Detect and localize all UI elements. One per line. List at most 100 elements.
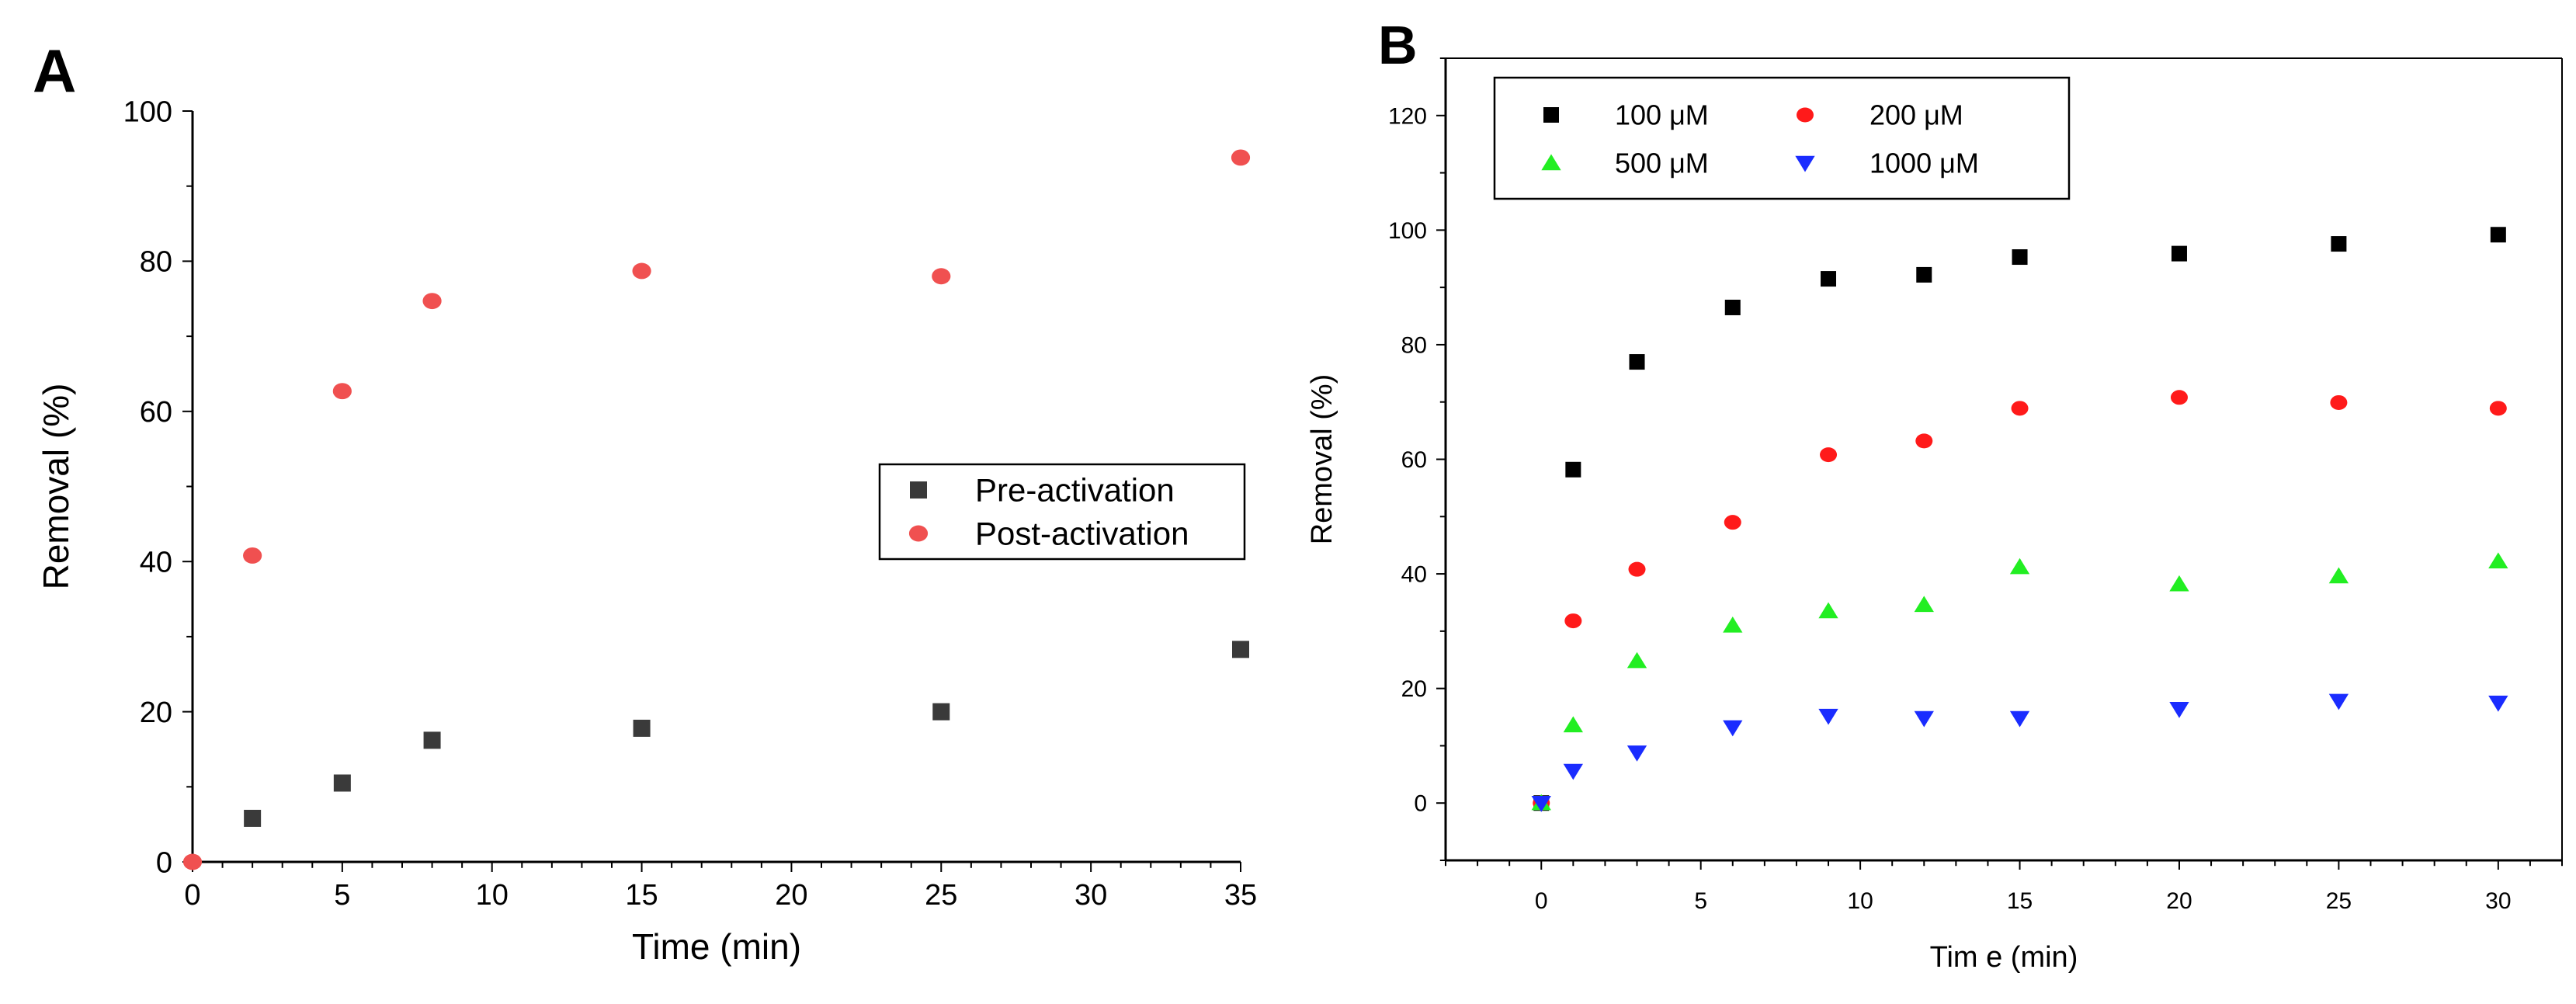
series-4: [1531, 693, 2508, 812]
y-tick-label: 20: [140, 697, 172, 729]
legend-label: Pre-activation: [975, 472, 1175, 509]
y-tick-label: 120: [1388, 103, 1427, 129]
series-3: [1531, 552, 2508, 811]
data-point: [633, 719, 651, 737]
data-point: [2331, 236, 2347, 252]
y-tick-label: 100: [1388, 218, 1427, 244]
data-point: [2328, 567, 2349, 584]
data-point: [1626, 745, 1647, 762]
data-point: [2489, 401, 2507, 416]
data-point: [2488, 552, 2508, 569]
series-2: [1533, 390, 2507, 811]
panel-letter: A: [33, 36, 76, 105]
x-tick-label: 10: [476, 879, 509, 912]
data-point: [1818, 602, 1838, 619]
data-point: [333, 774, 351, 792]
data-point: [1723, 616, 1743, 633]
data-point: [1232, 641, 1249, 658]
y-axis-title: Removal (%): [1306, 374, 1338, 545]
legend-label: 1000 μM: [1870, 148, 1979, 179]
data-point: [2488, 695, 2508, 712]
data-point: [2330, 394, 2348, 410]
y-tick-label: 80: [1401, 332, 1427, 358]
data-point: [1916, 266, 1932, 283]
series-2: [182, 149, 1251, 870]
legend-symbol: [910, 481, 927, 499]
legend-symbol: [908, 525, 929, 542]
data-point: [182, 853, 203, 870]
y-tick-label: 40: [140, 547, 172, 579]
data-point: [244, 809, 262, 827]
x-tick-label: 20: [775, 879, 807, 912]
x-tick-label: 15: [625, 879, 658, 912]
y-axis-title: Removal (%): [36, 384, 76, 590]
y-tick-label: 60: [1401, 447, 1427, 473]
x-tick-label: 20: [2166, 888, 2192, 914]
data-point: [423, 731, 441, 749]
y-tick-label: 0: [1414, 791, 1427, 817]
x-tick-label: 0: [1535, 888, 1548, 914]
y-tick-label: 80: [140, 246, 172, 279]
data-point: [1723, 720, 1743, 737]
data-point: [2169, 702, 2189, 718]
data-point: [1914, 710, 1934, 728]
data-point: [332, 383, 352, 400]
x-tick-label: 25: [925, 879, 957, 912]
series-1: [1533, 227, 2506, 811]
data-point: [1724, 515, 1741, 530]
panel-letter: B: [1378, 15, 1418, 75]
data-point: [1724, 299, 1741, 315]
data-point: [632, 262, 651, 280]
y-tick-label: 20: [1401, 676, 1427, 702]
legend-symbol: [1797, 107, 1814, 123]
legend-label: 200 μM: [1870, 99, 1963, 131]
data-point: [1818, 708, 1838, 725]
data-point: [1563, 716, 1583, 733]
data-point: [2171, 245, 2187, 262]
data-point: [1628, 561, 1646, 577]
data-point: [1563, 763, 1583, 780]
x-axis-title: Time (min): [632, 926, 801, 967]
x-tick-label: 0: [184, 879, 200, 912]
data-point: [1531, 796, 1551, 812]
legend-symbol: [1541, 154, 1561, 171]
y-tick-label: 60: [140, 396, 172, 429]
data-point: [1915, 433, 1933, 449]
y-tick-label: 0: [156, 846, 172, 879]
legend-label: 100 μM: [1615, 99, 1709, 131]
legend-label: 500 μM: [1615, 148, 1709, 179]
data-point: [2490, 227, 2506, 243]
data-point: [1914, 596, 1934, 613]
data-point: [932, 703, 950, 721]
chart-panel-b: B 0 5 10 15 20 25 30 0 20 40 60 80 100 120 Tim e (min) R…: [1306, 15, 2563, 974]
legend-symbol: [1543, 107, 1559, 123]
legend-box: [1493, 76, 2071, 200]
data-point: [1231, 149, 1251, 166]
x-tick-label: 10: [1847, 888, 1873, 914]
x-tick-label: 5: [1694, 888, 1707, 914]
y-tick-label: 40: [1401, 562, 1427, 588]
data-point: [1626, 651, 1647, 669]
data-point: [422, 293, 442, 310]
series-1: [244, 641, 1249, 827]
chart-panel-a: A 0 5 10 15 20 25 30 35 0 20 40 60 80 100 Time (min) Rem…: [33, 36, 1257, 967]
data-point: [2328, 693, 2349, 710]
x-tick-label: 30: [2485, 888, 2511, 914]
data-point: [2009, 558, 2030, 575]
data-point: [932, 268, 951, 285]
data-point: [1629, 354, 1645, 370]
x-tick-label: 25: [2326, 888, 2352, 914]
x-tick-label: 35: [1224, 879, 1257, 912]
data-point: [2011, 401, 2029, 416]
data-point: [2012, 249, 2028, 266]
x-tick-label: 30: [1074, 879, 1107, 912]
legend-symbol: [1795, 155, 1815, 172]
data-point: [1565, 461, 1581, 478]
data-point: [1820, 447, 1838, 463]
y-tick-label: 100: [123, 96, 172, 128]
legend-box: [878, 463, 1246, 561]
data-point: [1564, 613, 1582, 629]
x-tick-label: 5: [334, 879, 350, 912]
